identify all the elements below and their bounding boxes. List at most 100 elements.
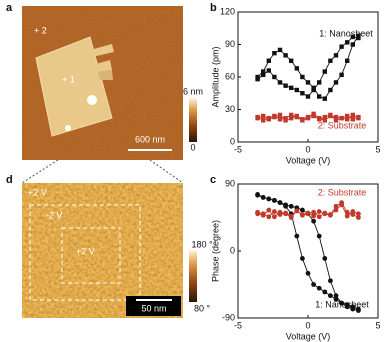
panel-label: b bbox=[210, 2, 217, 14]
marker bbox=[266, 214, 272, 220]
point-label: + 1 bbox=[62, 74, 75, 84]
marker bbox=[261, 118, 266, 123]
marker bbox=[272, 197, 277, 203]
y-axis-label: Phase (degree) bbox=[210, 220, 220, 282]
write-region bbox=[29, 204, 141, 301]
marker bbox=[266, 58, 271, 63]
marker bbox=[289, 115, 294, 121]
marker bbox=[305, 270, 311, 276]
y-tick-label: 0 bbox=[230, 245, 235, 255]
y-tick-label: 0 bbox=[230, 136, 235, 146]
annotation: 1: Nanosheet bbox=[315, 299, 369, 309]
marker bbox=[328, 293, 333, 299]
marker bbox=[294, 233, 300, 239]
marker bbox=[266, 68, 271, 73]
marker bbox=[288, 203, 294, 209]
marker bbox=[283, 53, 288, 58]
marker bbox=[322, 114, 327, 120]
marker bbox=[289, 112, 294, 118]
marker bbox=[255, 114, 260, 120]
region-label: -2 V bbox=[46, 210, 63, 220]
colorbar bbox=[189, 250, 197, 302]
colorbar-label: 80 ° bbox=[194, 303, 211, 313]
x-tick-label: 0 bbox=[305, 320, 310, 330]
marker bbox=[345, 58, 350, 63]
marker bbox=[277, 47, 283, 53]
marker bbox=[311, 282, 316, 287]
marker bbox=[311, 113, 316, 119]
marker bbox=[350, 34, 355, 40]
marker bbox=[328, 278, 333, 284]
axes-frame bbox=[237, 183, 379, 319]
marker bbox=[344, 304, 350, 310]
marker bbox=[345, 117, 350, 122]
marker bbox=[333, 118, 339, 123]
annotation: 1: Nanosheet bbox=[319, 28, 373, 38]
marker bbox=[266, 115, 271, 121]
marker bbox=[339, 44, 344, 49]
zoom-line bbox=[21, 159, 59, 184]
marker bbox=[300, 118, 305, 123]
marker bbox=[350, 117, 355, 122]
marker bbox=[322, 289, 328, 295]
marker bbox=[316, 233, 322, 239]
marker bbox=[277, 112, 283, 118]
marker bbox=[322, 96, 327, 101]
marker bbox=[333, 53, 339, 58]
x-tick-label: 5 bbox=[375, 144, 380, 154]
marker bbox=[272, 209, 277, 214]
marker bbox=[294, 114, 299, 120]
x-tick-label: 5 bbox=[375, 320, 380, 330]
marker bbox=[322, 118, 327, 123]
marker bbox=[350, 42, 355, 47]
y-tick-label: 90 bbox=[225, 39, 235, 49]
y-tick-label: 90 bbox=[225, 178, 235, 188]
marker bbox=[333, 203, 339, 209]
marker bbox=[317, 80, 322, 85]
marker bbox=[283, 202, 288, 208]
marker bbox=[305, 80, 311, 85]
marker bbox=[356, 215, 361, 220]
marker bbox=[356, 114, 361, 120]
marker bbox=[350, 112, 355, 118]
marker bbox=[261, 113, 266, 119]
x-axis-label: Voltage (V) bbox=[286, 155, 331, 165]
write-region bbox=[61, 227, 121, 284]
y-tick-label: 60 bbox=[225, 71, 235, 81]
marker bbox=[294, 66, 299, 71]
marker bbox=[339, 72, 344, 78]
marker bbox=[322, 69, 327, 74]
marker bbox=[328, 87, 333, 93]
panel-label: c bbox=[210, 174, 216, 186]
marker bbox=[328, 58, 333, 63]
marker bbox=[300, 207, 305, 213]
marker bbox=[255, 209, 260, 215]
annotation: 2: Substrate bbox=[318, 120, 367, 130]
marker bbox=[333, 296, 339, 302]
marker bbox=[260, 195, 266, 200]
marker bbox=[277, 212, 283, 217]
marker bbox=[283, 210, 288, 216]
marker bbox=[322, 256, 328, 261]
marker bbox=[283, 83, 288, 88]
marker bbox=[350, 209, 356, 214]
marker bbox=[266, 196, 272, 202]
marker bbox=[328, 112, 333, 118]
marker bbox=[356, 33, 361, 39]
scale-label: 50 nm bbox=[141, 303, 166, 313]
marker bbox=[261, 72, 266, 78]
marker bbox=[283, 115, 288, 121]
marker bbox=[266, 207, 272, 213]
marker bbox=[339, 300, 344, 306]
marker bbox=[294, 87, 299, 93]
marker bbox=[261, 69, 266, 74]
panel-label: a bbox=[6, 2, 13, 14]
marker bbox=[255, 192, 260, 197]
marker bbox=[344, 209, 350, 215]
marker bbox=[311, 209, 316, 215]
marker bbox=[311, 213, 316, 219]
marker bbox=[322, 210, 328, 216]
y-axis-label: Amplitude (pm) bbox=[210, 46, 220, 107]
region-label: +2 V bbox=[76, 246, 95, 256]
